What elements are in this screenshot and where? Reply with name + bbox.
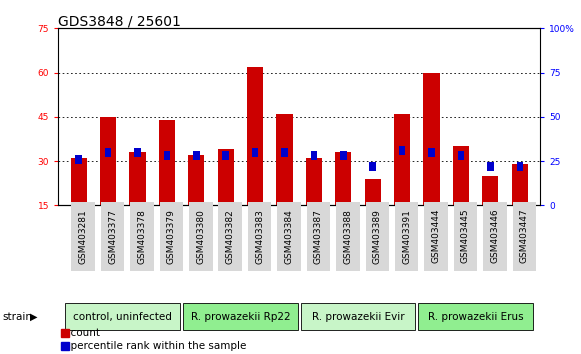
Text: R. prowazekii Rp22: R. prowazekii Rp22 [191,312,290,322]
Text: GSM403444: GSM403444 [432,209,440,263]
Text: GSM403382: GSM403382 [225,209,235,264]
Bar [340,152,346,160]
Text: GSM403281: GSM403281 [78,209,88,264]
Text: ▶: ▶ [30,312,38,322]
Bar [76,155,82,164]
Bar [453,146,469,205]
Bar [223,152,229,160]
Text: GSM403387: GSM403387 [314,209,323,264]
Bar [424,73,440,205]
Text: GSM403379: GSM403379 [167,209,176,264]
Bar [193,152,199,160]
Text: R. prowazekii Evir: R. prowazekii Evir [312,312,404,322]
Text: GSM403388: GSM403388 [343,209,352,264]
Text: GSM403389: GSM403389 [373,209,382,264]
Text: count: count [64,328,100,338]
Bar [482,176,498,205]
Bar [130,152,146,205]
Bar [365,179,381,205]
Bar [71,158,87,205]
Text: GSM403391: GSM403391 [402,209,411,264]
Bar [159,120,175,205]
Text: control, uninfected: control, uninfected [73,312,172,322]
Bar [105,148,112,156]
Bar [311,152,317,160]
Bar [218,149,234,205]
Bar [247,67,263,205]
Bar [277,114,293,205]
Bar [306,158,322,205]
Text: GSM403384: GSM403384 [285,209,293,264]
Bar [394,114,410,205]
Text: GSM403377: GSM403377 [108,209,117,264]
Text: GSM403447: GSM403447 [520,209,529,263]
Bar [335,152,352,205]
FancyBboxPatch shape [183,303,297,330]
Text: GSM403446: GSM403446 [490,209,499,263]
Text: R. prowazekii Erus: R. prowazekii Erus [428,312,523,322]
Text: strain: strain [3,312,33,322]
FancyBboxPatch shape [418,303,533,330]
Bar [252,148,259,156]
Text: GSM403380: GSM403380 [196,209,205,264]
Bar [458,152,464,160]
Bar [281,148,288,156]
Text: GSM403378: GSM403378 [138,209,146,264]
FancyBboxPatch shape [301,303,415,330]
Bar [60,342,69,350]
FancyBboxPatch shape [66,303,180,330]
Bar [60,330,69,337]
Bar [487,162,494,171]
Bar [370,162,376,171]
Bar [517,162,523,171]
Bar [164,152,170,160]
Text: percentile rank within the sample: percentile rank within the sample [64,341,246,351]
Text: GSM403445: GSM403445 [461,209,470,263]
Bar [134,148,141,156]
Bar [428,148,435,156]
Text: GDS3848 / 25601: GDS3848 / 25601 [58,14,181,28]
Bar [100,117,116,205]
Bar [512,164,528,205]
Bar [188,155,205,205]
Bar [399,146,406,155]
Text: GSM403383: GSM403383 [255,209,264,264]
